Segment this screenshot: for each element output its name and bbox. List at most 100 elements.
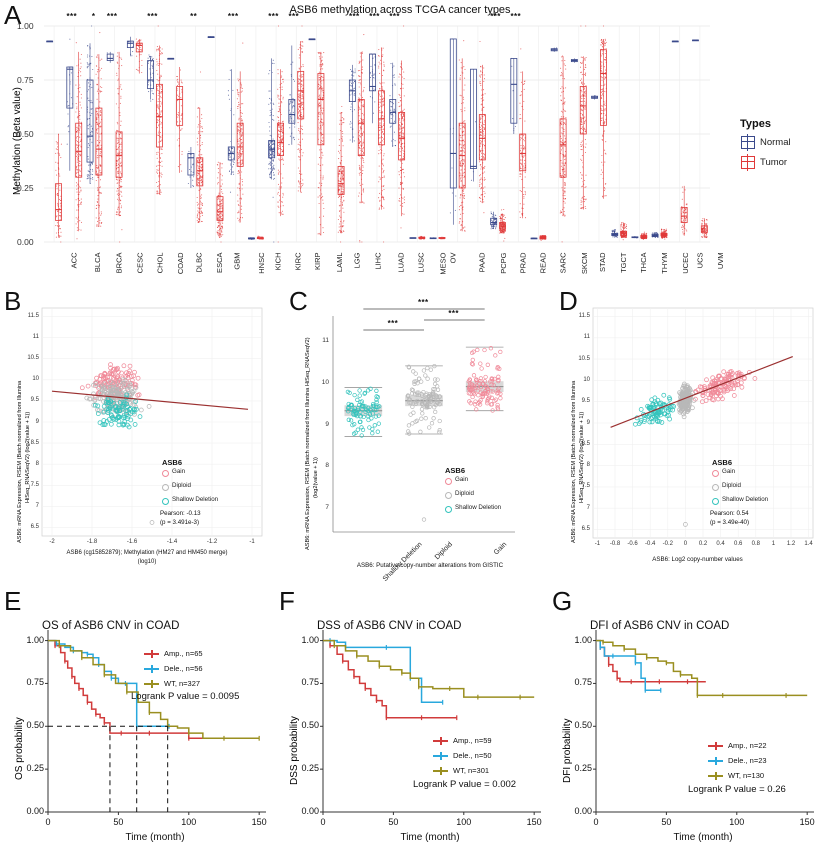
- panel-e-xtick: 50: [113, 817, 124, 827]
- panel-d-ytick: 8.5: [581, 440, 590, 447]
- panel-a-stars-lihc: ***: [349, 12, 360, 21]
- panel-e-ytick: 0.25: [26, 763, 44, 774]
- panel-a-stars-blca: ***: [66, 12, 78, 21]
- panel-g-xtick: 50: [661, 817, 672, 827]
- panel-a-title: ASB6 methylation across TCGA cancer type…: [289, 4, 511, 16]
- panel-f-legend-censor-0: [440, 737, 442, 745]
- panel-b-label: B: [4, 286, 22, 316]
- panel-b-xtick: -1.4: [166, 539, 178, 545]
- panel-g-legend-label-0: Amp., n=22: [728, 741, 767, 750]
- panel-d-xtick: 0.4: [716, 541, 725, 547]
- panel-d-pvalue: (p = 3.49e-40): [710, 519, 750, 526]
- panel-a-stars-kirp: ***: [288, 12, 300, 21]
- panel-f-xtick: 150: [526, 817, 542, 827]
- panel-c-bracket-stars: ***: [418, 298, 429, 307]
- panel-g-legend-censor-1: [715, 757, 717, 765]
- panel-e-legend-censor-2: [151, 680, 153, 688]
- panel-d-xtick: -1: [594, 541, 601, 547]
- panel-a-stars-lusc: ***: [389, 12, 400, 21]
- panel-f-ytick: 0.50: [301, 720, 319, 731]
- panel-g-ytick: 0.00: [574, 806, 592, 816]
- panel-d-xtick: 0.8: [751, 541, 760, 547]
- panel-b-xtick: -1.8: [86, 539, 98, 545]
- panel-c-legend-title: ASB6: [445, 466, 466, 475]
- panel-g-ytick: 0.25: [574, 763, 592, 774]
- panel-d-ytick: 7: [586, 504, 590, 511]
- panel-a-legend-title: Types: [740, 118, 771, 130]
- panel-a-legend-swatch-normal: [741, 134, 755, 151]
- panel-d-xtick: 0.2: [698, 541, 708, 547]
- panel-c-bracket-stars: ***: [387, 319, 399, 328]
- panel-g-ytick: 1.00: [574, 634, 592, 645]
- panel-a-stars-brca: *: [91, 12, 96, 21]
- panel-a-ytick: 1.00: [17, 21, 34, 31]
- panel-f-plot: [275, 580, 553, 850]
- panel-a: A ASB6 methylation across TCGA cancer ty…: [0, 0, 825, 290]
- panel-d-xtick: -0.4: [645, 541, 656, 547]
- panel-b: B ASB6: mRNA Expression, RSEM (Batch nor…: [0, 288, 278, 580]
- panel-b-ytick: 10.5: [27, 355, 39, 362]
- panel-g-legend-censor-0: [715, 742, 717, 750]
- panel-a-ytick: 0.00: [17, 237, 34, 247]
- panel-d-xtick: -0.2: [662, 541, 673, 547]
- panel-b-legend-title: ASB6: [162, 458, 183, 467]
- panel-b-xtick: -1: [249, 539, 255, 545]
- panel-g-legend-label-2: WT, n=130: [728, 771, 765, 780]
- panel-c: C ASB6: mRNA Expression, RSEM (Batch nor…: [285, 288, 557, 583]
- panel-b-xtick: -1.6: [126, 539, 138, 545]
- panel-c-legend-swatch-gain: [445, 478, 452, 485]
- panel-b-ytick: 6.5: [30, 524, 39, 531]
- panel-b-pearson: Pearson: -0.13: [160, 510, 201, 517]
- panel-d-legend-swatch-shallow-deletion: [712, 498, 719, 505]
- panel-e-xlabel: Time (month): [125, 832, 185, 843]
- panel-b-ytick: 11: [32, 334, 39, 341]
- panel-g-label: G: [552, 586, 573, 616]
- panel-b-ytick: 8: [35, 460, 39, 467]
- panel-f-ytick: 1.00: [301, 634, 319, 645]
- panel-e-legend-label-0: Amp., n=65: [164, 649, 203, 658]
- panel-d-legend-label-diploid: Diploid: [722, 482, 741, 489]
- panel-b-pvalue: (p = 3.491e-3): [160, 519, 200, 526]
- panel-a-stars-luad: ***: [369, 12, 380, 21]
- panel-b-plot: [0, 288, 278, 580]
- panel-g-xtick: 0: [593, 817, 599, 827]
- panel-a-stars-cesc: ***: [106, 12, 118, 21]
- panel-a-label: A: [4, 0, 22, 30]
- panel-f-label: F: [279, 586, 295, 616]
- panel-d-xtick: 0.6: [734, 541, 743, 547]
- panel-e-legend-censor-1: [151, 665, 153, 673]
- panel-g-xlabel: Time (month): [673, 832, 733, 843]
- panel-a-ytick: 0.50: [17, 129, 34, 139]
- panel-d-legend-label-gain: Gain: [722, 468, 736, 475]
- panel-e-ytick: 0.50: [26, 720, 44, 731]
- panel-d-xtick: 1.4: [804, 541, 813, 547]
- panel-a-ytick: 0.25: [17, 183, 34, 193]
- panel-g-plot: [548, 580, 825, 850]
- panel-f-legend-censor-2: [440, 767, 442, 775]
- panel-g: G DFI of ASB6 CNV in COAD DFI probabilit…: [548, 580, 825, 850]
- panel-d-label: D: [559, 286, 578, 316]
- panel-c-bracket-stars: ***: [448, 309, 459, 318]
- panel-d-ytick: 10: [583, 376, 590, 383]
- panel-c-legend-label-gain: Gain: [455, 476, 469, 483]
- panel-f-legend-label-0: Amp., n=59: [453, 736, 492, 745]
- panel-e-title: OS of ASB6 CNV in COAD: [42, 620, 180, 632]
- panel-a-stars-kirc: ***: [268, 12, 279, 21]
- panel-b-legend-label-diploid: Diploid: [172, 482, 191, 489]
- panel-b-xlabel-line2: (log10): [137, 559, 157, 565]
- panel-f-ytick: 0.75: [301, 677, 319, 688]
- panel-d-ytick: 8: [586, 462, 590, 469]
- panel-d-xtick: 1.2: [786, 541, 796, 547]
- panel-d-plot: [557, 288, 825, 580]
- panel-e-xtick: 0: [45, 817, 51, 827]
- panel-b-xtick: -2: [49, 539, 55, 545]
- panel-e-xtick: 100: [181, 817, 197, 827]
- panel-d-ytick: 6.5: [581, 525, 590, 532]
- panel-d-legend-swatch-gain: [712, 470, 719, 477]
- panel-d-legend-swatch-diploid: [712, 484, 719, 491]
- panel-e-ytick: 0.00: [26, 806, 44, 816]
- panel-a-stars-coad: ***: [147, 12, 158, 21]
- panel-a-stars-esca: **: [190, 12, 198, 21]
- panel-f: F DSS of ASB6 CNV in COAD DSS probabilit…: [275, 580, 553, 850]
- panel-e-legend-label-1: Dele., n=56: [164, 664, 203, 673]
